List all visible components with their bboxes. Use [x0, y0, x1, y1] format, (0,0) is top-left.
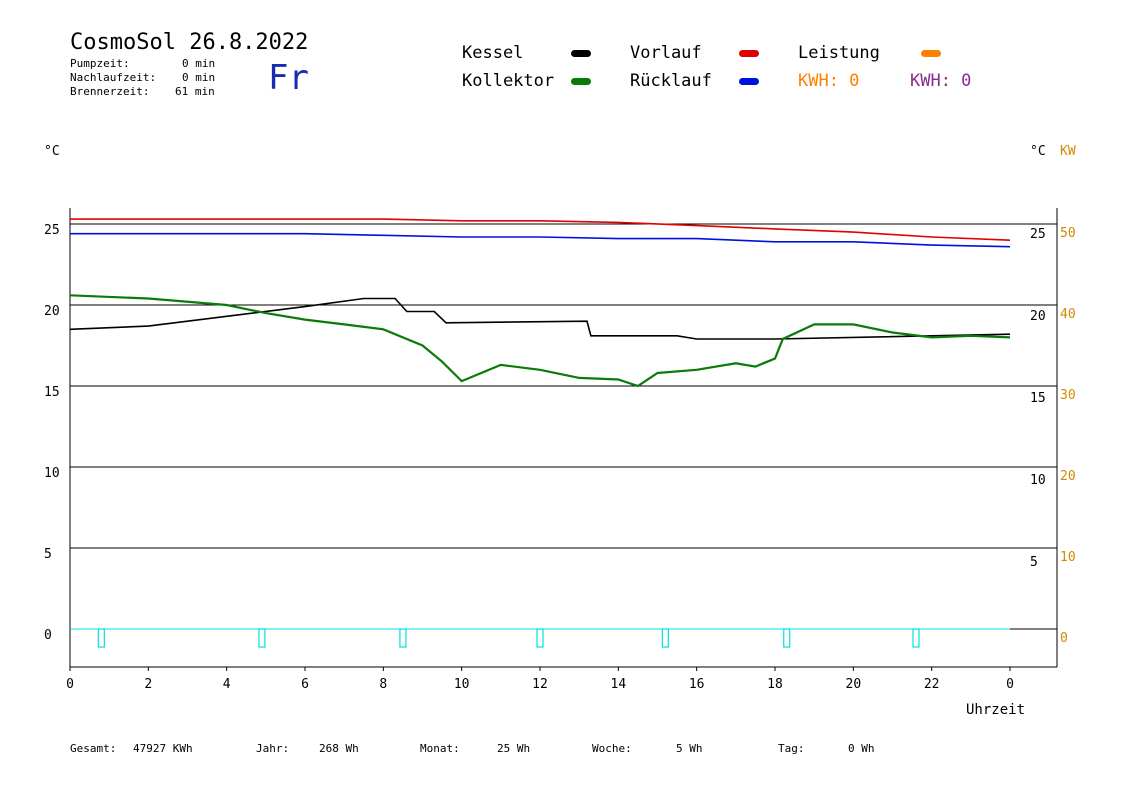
chart-title: CosmoSol 26.8.2022 — [70, 30, 309, 55]
kessel-line — [69, 297, 1011, 340]
legend-vorlauf-swatch — [739, 50, 759, 57]
y-right-kw-tick-label: 10 — [1060, 550, 1076, 565]
x-tick-label: 8 — [379, 677, 387, 692]
x-tick-label: 6 — [301, 677, 309, 692]
x-axis-label: Uhrzeit — [966, 702, 1026, 718]
legend-kollektor-swatch — [571, 78, 591, 85]
legend-ruecklauf-swatch — [739, 78, 759, 85]
legend-kollektor-label: Kollektor — [462, 71, 555, 91]
pump-marker — [912, 628, 920, 648]
y-left-tick-label: 20 — [44, 304, 60, 319]
x-tick-label: 18 — [767, 677, 783, 692]
y-left-tick-label: 10 — [44, 466, 60, 481]
y-right-c-tick-label: 10 — [1030, 473, 1046, 488]
legend-kessel-label: Kessel — [462, 43, 524, 63]
footer-woche-value: 5 Wh — [676, 742, 703, 755]
footer-jahr-value: 268 Wh — [319, 742, 359, 755]
y-left-tick-label: 15 — [44, 385, 60, 400]
y-right-kw-tick-label: 40 — [1060, 307, 1076, 322]
x-tick-label: 10 — [454, 677, 470, 692]
footer-tag-label: Tag: — [778, 742, 805, 755]
weekday-label: Fr — [268, 58, 309, 98]
y-right-c-tick-label: 15 — [1030, 391, 1046, 406]
stat-brennerzeit-label: Brennerzeit: — [70, 85, 150, 98]
footer-gesamt-label: Gesamt: — [70, 742, 117, 755]
pump-marker — [661, 628, 669, 648]
x-tick-label: 22 — [924, 677, 940, 692]
y-right-kw-tick-label: 50 — [1060, 226, 1076, 241]
pump-marker — [783, 628, 791, 648]
pump-marker — [536, 628, 544, 648]
x-tick-label: 0 — [66, 677, 74, 692]
y-right-kw-tick-label: 20 — [1060, 469, 1076, 484]
stat-brennerzeit-value: 61 min — [175, 85, 215, 98]
stat-nachlaufzeit-value: 0 min — [182, 71, 216, 84]
y-right-c-tick-label: 25 — [1030, 227, 1046, 242]
footer-monat-label: Monat: — [420, 742, 460, 755]
ruecklauf-line — [70, 232, 1011, 248]
y-right-kw-tick-label: 0 — [1060, 631, 1068, 646]
legend-vorlauf-label: Vorlauf — [630, 43, 702, 63]
y-right-kw-tick-label: 30 — [1060, 388, 1076, 403]
pump-marker — [399, 628, 407, 648]
y-left-tick-label: 5 — [44, 547, 52, 562]
left-axis-unit: °C — [44, 144, 60, 159]
legend-kessel-swatch — [571, 50, 591, 57]
legend-leistung-label: Leistung — [798, 43, 880, 63]
x-tick-label: 20 — [846, 677, 862, 692]
footer-woche-label: Woche: — [592, 742, 632, 755]
legend-ruecklauf-label: Rücklauf — [630, 71, 712, 91]
legend-leistung-swatch — [921, 50, 941, 57]
x-tick-label: 16 — [689, 677, 705, 692]
footer-jahr-label: Jahr: — [256, 742, 290, 755]
vorlauf-line — [70, 218, 1011, 241]
stat-nachlaufzeit-label: Nachlaufzeit: — [70, 71, 157, 84]
right-axis-unit-kw: KW — [1060, 144, 1076, 159]
x-tick-label: 14 — [611, 677, 627, 692]
y-right-c-tick-label: 20 — [1030, 309, 1046, 324]
footer-monat-value: 25 Wh — [497, 742, 531, 755]
kollektor-line — [69, 294, 1011, 388]
pump-marker — [97, 628, 105, 648]
footer-gesamt-value: 47927 KWh — [133, 742, 193, 755]
legend-kwh-orange: KWH: 0 — [798, 71, 860, 91]
x-tick-label: 0 — [1006, 677, 1014, 692]
right-axis-unit-c: °C — [1030, 144, 1046, 159]
pump-marker — [258, 628, 266, 648]
legend-kwh-purple: KWH: 0 — [910, 71, 972, 91]
stat-pumpzeit-label: Pumpzeit: — [70, 57, 130, 70]
x-tick-label: 2 — [144, 677, 152, 692]
y-right-c-tick-label: 5 — [1030, 555, 1038, 570]
x-tick-label: 12 — [532, 677, 548, 692]
y-left-tick-label: 0 — [44, 628, 52, 643]
x-tick-label: 4 — [223, 677, 231, 692]
stat-pumpzeit-value: 0 min — [182, 57, 216, 70]
footer-tag-value: 0 Wh — [848, 742, 875, 755]
y-left-tick-label: 25 — [44, 223, 60, 238]
